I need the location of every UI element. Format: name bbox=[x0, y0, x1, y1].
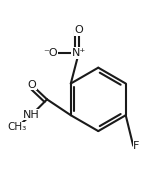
Text: NH: NH bbox=[23, 110, 40, 120]
Text: CH₃: CH₃ bbox=[7, 122, 27, 132]
Text: O: O bbox=[27, 80, 36, 90]
Text: ⁻O: ⁻O bbox=[43, 48, 58, 58]
Text: O: O bbox=[74, 25, 83, 35]
Text: F: F bbox=[133, 141, 140, 151]
Text: N⁺: N⁺ bbox=[72, 48, 86, 58]
